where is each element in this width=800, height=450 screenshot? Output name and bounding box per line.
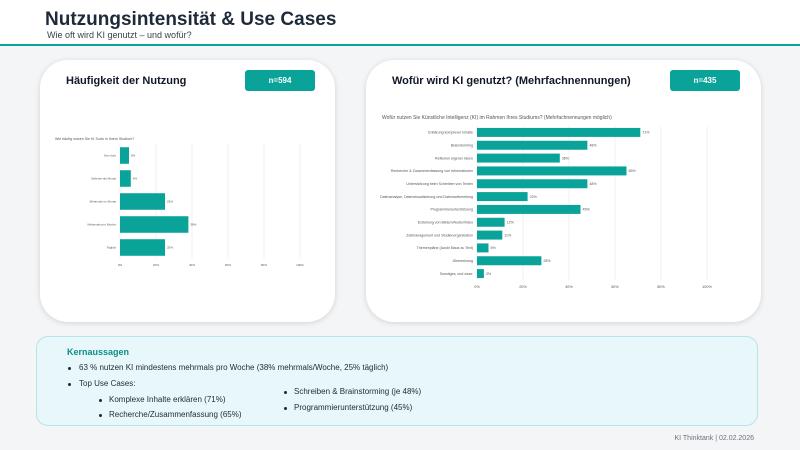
use-case-item: Komplexe Inhalte erklären (71%): [109, 395, 226, 404]
bar: [477, 204, 581, 214]
data-label: 28%: [543, 259, 551, 263]
key-findings-title: Kernaussagen: [67, 347, 130, 357]
bar: [477, 179, 588, 189]
bullet: [99, 414, 102, 417]
category-label: Gar nicht: [104, 154, 116, 158]
bullet: [68, 383, 71, 386]
data-label: 45%: [583, 208, 591, 212]
x-tick-label: 0%: [118, 263, 123, 267]
data-label: 12%: [507, 220, 515, 224]
category-label: Themenpläne (Ausbl Maus zu Text): [417, 246, 473, 250]
bar: [477, 269, 484, 279]
bar: [120, 193, 165, 210]
category-label: Recherche & Zusammenfassung von Informat…: [391, 169, 473, 173]
usage-frequency-card: Häufigkeit der Nutzung n=594 Wie häufig …: [40, 60, 335, 322]
x-tick-label: 60%: [611, 285, 619, 289]
bar: [477, 217, 505, 227]
use-cases-title: Wofür wird KI genutzt? (Mehrfachnennunge…: [392, 75, 631, 87]
bar: [120, 239, 165, 256]
x-tick-label: 100%: [296, 263, 304, 267]
bar: [120, 170, 131, 187]
use-cases-sample-size-badge: n=435: [670, 70, 740, 91]
category-label: Täglich: [106, 246, 116, 250]
category-label: Reflexion eigener Ideen: [435, 156, 473, 160]
category-label: Unterstützung beim Schreiben von Texten: [406, 182, 473, 186]
x-tick-label: 40%: [565, 285, 573, 289]
slide-header: Nutzungsintensität & Use Cases Wie oft w…: [0, 0, 800, 46]
x-tick-label: 60%: [225, 263, 231, 267]
data-label: 71%: [642, 131, 650, 135]
category-label: Programmierunterstützung: [430, 208, 473, 212]
x-tick-label: 80%: [261, 263, 267, 267]
data-label: 48%: [589, 182, 597, 186]
category-label: Mehrmals im Monat: [90, 200, 117, 204]
bar: [120, 216, 189, 233]
key-point: Top Use Cases:: [79, 379, 136, 388]
bar: [477, 153, 560, 163]
x-tick-label: 20%: [519, 285, 527, 289]
category-label: Datenanalyse, Datenvisualisierung und Da…: [380, 195, 473, 199]
x-tick-label: 80%: [657, 285, 665, 289]
key-point: 63 % nutzen KI mindestens mehrmals pro W…: [79, 363, 389, 372]
data-label: 36%: [562, 156, 570, 160]
use-cases-card: Wofür wird KI genutzt? (Mehrfachnennunge…: [366, 60, 761, 322]
category-label: Sonstiges, und zwar:: [440, 272, 473, 276]
x-tick-label: 100%: [702, 285, 712, 289]
data-label: 5%: [491, 246, 497, 250]
data-label: 65%: [629, 169, 637, 173]
usage-sample-size-badge: n=594: [245, 70, 315, 91]
usage-frequency-title: Häufigkeit der Nutzung: [66, 75, 187, 87]
category-label: Brainstorming: [451, 143, 473, 147]
category-label: Mehrmals pro Woche: [88, 223, 117, 227]
usage-frequency-chart: Wie häufig nutzen Sie KI-Tools in Ihrem …: [55, 137, 304, 267]
key-findings-box: Kernaussagen 63 % nutzen KI mindestens m…: [36, 336, 758, 426]
data-label: 11%: [504, 233, 512, 237]
category-label: Übersetzung: [453, 259, 473, 263]
data-label: 6%: [133, 177, 138, 181]
x-tick-label: 0%: [474, 285, 480, 289]
chart-title: Wofür nutzen Sie Künstliche Intelligenz …: [382, 115, 612, 121]
x-tick-label: 20%: [153, 263, 159, 267]
bar: [477, 256, 542, 266]
bullet: [99, 399, 102, 402]
bar: [477, 127, 641, 137]
bar: [477, 230, 503, 240]
bar: [477, 243, 489, 253]
bullet: [284, 407, 287, 410]
page-subtitle: Wie oft wird KI genutzt – und wofür?: [47, 30, 192, 40]
category-label: Erstellung von Bildern/Audio/Video: [418, 220, 473, 224]
data-label: 25%: [167, 246, 173, 250]
bullet: [68, 367, 71, 370]
category-label: Seltener als Monat: [91, 177, 116, 181]
chart-title: Wie häufig nutzen Sie KI-Tools in Ihrem …: [55, 137, 134, 141]
bar: [477, 166, 627, 176]
bar: [477, 140, 588, 150]
data-label: 22%: [530, 195, 538, 199]
use-case-item: Programmierunterstützung (45%): [294, 403, 413, 412]
data-label: 48%: [589, 143, 597, 147]
category-label: Zeitmanagement und Studienorganisation: [406, 233, 473, 237]
bullet: [284, 391, 287, 394]
header-accent-line: [0, 44, 800, 46]
bar: [477, 192, 528, 202]
data-label: 3%: [486, 272, 492, 276]
page-title: Nutzungsintensität & Use Cases: [45, 9, 337, 30]
footer-text: KI Thinktank | 02.02.2026: [674, 435, 754, 442]
x-tick-label: 40%: [189, 263, 195, 267]
data-label: 5%: [131, 154, 136, 158]
use-case-item: Recherche/Zusammenfassung (65%): [109, 410, 242, 419]
data-label: 38%: [190, 223, 196, 227]
use-case-item: Schreiben & Brainstorming (je 48%): [294, 387, 422, 396]
use-cases-chart: Wofür nutzen Sie Künstliche Intelligenz …: [380, 115, 712, 289]
bar: [120, 147, 129, 164]
category-label: Erklärung komplexer Inhalte: [428, 131, 473, 135]
data-label: 25%: [167, 200, 173, 204]
